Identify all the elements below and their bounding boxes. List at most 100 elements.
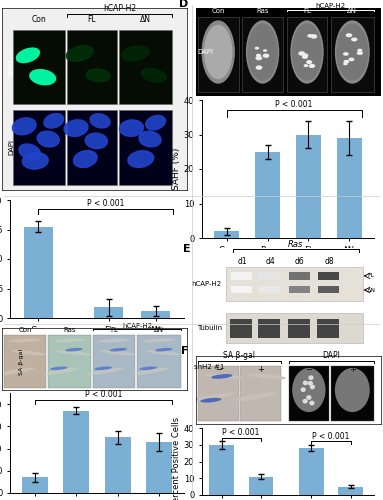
Bar: [67, 110, 117, 184]
Ellipse shape: [255, 46, 259, 50]
Bar: [93, 336, 135, 388]
Ellipse shape: [357, 51, 363, 55]
Ellipse shape: [303, 380, 308, 386]
Bar: [214, 231, 239, 238]
Ellipse shape: [155, 348, 172, 352]
Bar: [259, 272, 280, 280]
Text: FL: FL: [367, 274, 374, 278]
Ellipse shape: [37, 131, 59, 147]
Bar: [249, 476, 273, 495]
Bar: [94, 308, 123, 318]
Text: F: F: [181, 346, 188, 356]
Ellipse shape: [307, 34, 313, 37]
Text: Tubulin: Tubulin: [197, 325, 222, 331]
Ellipse shape: [128, 150, 154, 168]
Ellipse shape: [43, 368, 79, 375]
Text: d6: d6: [295, 258, 304, 266]
Ellipse shape: [211, 374, 232, 379]
Ellipse shape: [44, 114, 64, 128]
Ellipse shape: [234, 392, 277, 401]
Bar: [296, 134, 321, 238]
Ellipse shape: [308, 381, 313, 386]
Ellipse shape: [303, 399, 308, 404]
Ellipse shape: [310, 34, 317, 38]
Bar: [210, 445, 234, 495]
Ellipse shape: [64, 120, 88, 136]
Text: shH2 #1: shH2 #1: [194, 364, 224, 370]
Bar: [331, 366, 373, 420]
Bar: [331, 17, 373, 92]
Text: ΔN: ΔN: [154, 327, 164, 333]
Ellipse shape: [309, 400, 314, 406]
Bar: [24, 226, 53, 318]
Ellipse shape: [256, 54, 261, 57]
Ellipse shape: [336, 24, 368, 80]
Text: hCAP-H2: hCAP-H2: [116, 352, 149, 361]
Ellipse shape: [246, 20, 279, 84]
Bar: [259, 286, 280, 293]
Text: P < 0.001: P < 0.001: [87, 199, 124, 208]
Text: D: D: [179, 0, 188, 9]
Ellipse shape: [85, 133, 107, 148]
Ellipse shape: [247, 24, 278, 80]
Ellipse shape: [12, 118, 36, 135]
Bar: [258, 320, 280, 338]
Bar: [231, 286, 252, 293]
Text: FL: FL: [110, 327, 118, 333]
Ellipse shape: [309, 64, 315, 68]
Bar: [64, 411, 89, 493]
Ellipse shape: [310, 384, 315, 390]
Ellipse shape: [204, 24, 232, 80]
Ellipse shape: [146, 116, 165, 130]
Ellipse shape: [263, 54, 269, 58]
Text: +: +: [349, 365, 356, 374]
Text: ΔN: ΔN: [367, 288, 376, 292]
Bar: [13, 30, 65, 104]
Ellipse shape: [88, 368, 123, 375]
Ellipse shape: [303, 54, 308, 57]
Text: P < 0.001: P < 0.001: [223, 428, 260, 438]
Ellipse shape: [255, 66, 262, 70]
Ellipse shape: [200, 398, 221, 402]
Text: ΔN: ΔN: [140, 16, 151, 24]
Bar: [288, 320, 310, 338]
Ellipse shape: [56, 350, 91, 356]
Text: FL: FL: [303, 8, 311, 14]
Ellipse shape: [139, 366, 157, 370]
Text: hCAP-H2: hCAP-H2: [315, 4, 345, 10]
Text: Con: Con: [32, 16, 46, 24]
Bar: [286, 17, 327, 92]
Bar: [198, 366, 239, 420]
Bar: [255, 152, 280, 238]
Text: DAPI: DAPI: [322, 351, 340, 360]
Bar: [105, 438, 131, 493]
Bar: [48, 336, 91, 388]
Y-axis label: SAHF (%): SAHF (%): [172, 148, 181, 190]
Ellipse shape: [335, 368, 370, 412]
Ellipse shape: [298, 51, 305, 56]
Ellipse shape: [66, 46, 93, 62]
Ellipse shape: [143, 338, 176, 342]
Text: d1: d1: [237, 258, 247, 266]
Bar: [288, 286, 310, 293]
Text: SA β-gal: SA β-gal: [223, 351, 255, 360]
Ellipse shape: [74, 150, 97, 168]
Ellipse shape: [255, 56, 262, 60]
Ellipse shape: [349, 58, 354, 62]
Bar: [231, 272, 252, 280]
Ellipse shape: [139, 131, 161, 147]
Text: −: −: [305, 365, 313, 374]
Bar: [288, 272, 310, 280]
Bar: [13, 110, 65, 184]
Ellipse shape: [263, 49, 267, 52]
Ellipse shape: [119, 120, 144, 136]
Ellipse shape: [343, 52, 349, 56]
Ellipse shape: [121, 46, 149, 61]
Ellipse shape: [346, 33, 352, 38]
Bar: [198, 17, 239, 92]
Ellipse shape: [0, 368, 34, 375]
Ellipse shape: [86, 69, 110, 82]
Bar: [318, 272, 339, 280]
Ellipse shape: [351, 38, 357, 42]
Bar: [242, 17, 283, 92]
